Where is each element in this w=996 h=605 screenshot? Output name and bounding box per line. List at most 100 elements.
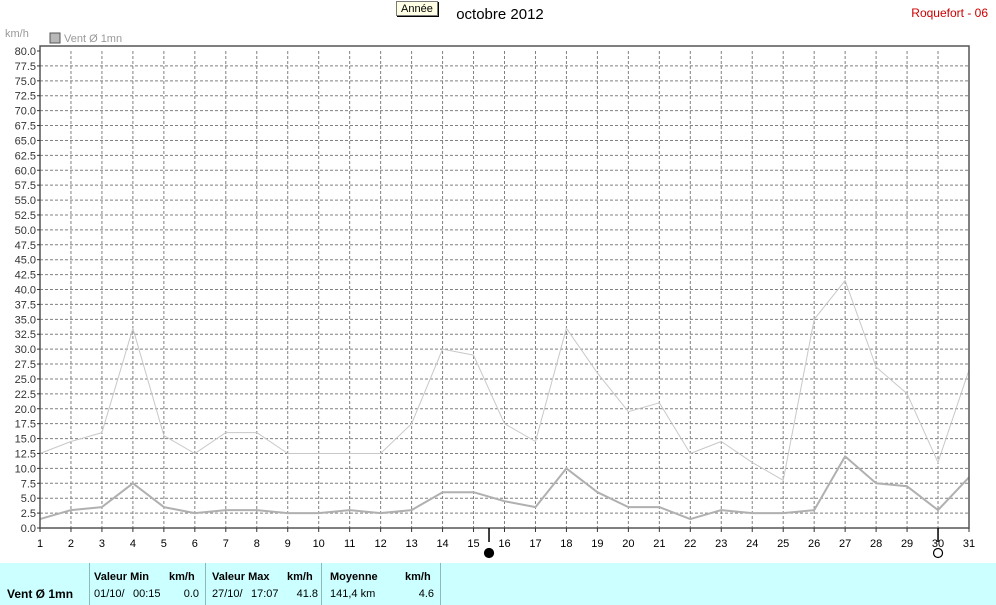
legend-swatch	[49, 32, 61, 44]
y-tick-label: 67.5	[15, 121, 36, 133]
y-tick-label: 75.0	[15, 76, 36, 88]
x-tick-label: 5	[161, 538, 167, 550]
y-axis-label: km/h	[5, 28, 29, 40]
moon-markers	[483, 528, 944, 559]
y-tick-label: 40.0	[15, 285, 36, 297]
x-tick-label: 12	[375, 538, 387, 550]
y-tick-label: 17.5	[15, 419, 36, 431]
x-tick-label: 15	[467, 538, 479, 550]
y-tick-label: 2.5	[21, 508, 36, 520]
x-tick-label: 28	[870, 538, 882, 550]
x-tick-label: 25	[777, 538, 789, 550]
y-tick-label: 12.5	[15, 448, 36, 460]
y-tick-label: 10.0	[15, 463, 36, 475]
x-tick-label: 4	[130, 538, 136, 550]
min-time: 00:15	[133, 588, 161, 600]
x-tick-label: 6	[192, 538, 198, 550]
y-tick-label: 70.0	[15, 106, 36, 118]
y-tick-label: 57.5	[15, 180, 36, 192]
y-tick-label: 5.0	[21, 493, 36, 505]
series-group	[39, 280, 970, 521]
x-tick-label: 13	[405, 538, 417, 550]
summary-max-cell: Valeur Max km/h 27/10/ 17:07 41.8	[206, 563, 322, 605]
y-tick-label: 15.0	[15, 434, 36, 446]
grid	[40, 51, 969, 528]
y-tick-label: 7.5	[21, 478, 36, 490]
x-tick-label: 26	[808, 538, 820, 550]
y-tick-label: 65.0	[15, 135, 36, 147]
x-tick-label: 3	[99, 538, 105, 550]
max-date: 27/10/	[212, 588, 243, 600]
summary-name: Vent Ø 1mn	[7, 587, 74, 601]
y-axis-ticks: 0.0 2.5 5.0 7.5 10.0 12.5 15.0 17.5 20.0 22.5 25.0…	[15, 46, 40, 535]
x-tick-label: 14	[436, 538, 448, 550]
station-name: Roquefort - 06	[911, 6, 988, 20]
legend-label: Vent Ø 1mn	[64, 33, 122, 45]
y-tick-label: 27.5	[15, 359, 36, 371]
x-tick-label: 2	[68, 538, 74, 550]
series-line-1	[39, 280, 970, 481]
summary-panel: Vent Ø 1mn Valeur Min km/h 01/10/ 00:15 …	[0, 563, 996, 605]
x-tick-label: 24	[746, 538, 758, 550]
x-tick-label: 30	[932, 538, 944, 550]
x-tick-label: 8	[254, 538, 260, 550]
y-tick-label: 42.5	[15, 270, 36, 282]
x-tick-label: 27	[839, 538, 851, 550]
y-tick-label: 35.0	[15, 314, 36, 326]
summary-min-cell: Valeur Min km/h 01/10/ 00:15 0.0	[90, 563, 206, 605]
x-tick-label: 18	[560, 538, 572, 550]
max-unit: km/h	[287, 571, 313, 583]
new-moon-icon	[483, 547, 495, 559]
legend: Vent Ø 1mn	[49, 32, 122, 45]
y-tick-label: 20.0	[15, 404, 36, 416]
x-tick-label: 23	[715, 538, 727, 550]
y-tick-label: 47.5	[15, 240, 36, 252]
y-tick-label: 80.0	[15, 46, 36, 58]
summary-name-cell: Vent Ø 1mn	[0, 563, 90, 605]
y-tick-label: 0.0	[21, 523, 36, 535]
max-value: 41.8	[296, 588, 318, 600]
x-tick-label: 16	[498, 538, 510, 550]
wind-chart: 0.0 2.5 5.0 7.5 10.0 12.5 15.0 17.5 20.0 22.5 25.0…	[5, 28, 975, 559]
y-tick-label: 22.5	[15, 389, 36, 401]
y-tick-label: 37.5	[15, 299, 36, 311]
x-tick-label: 10	[313, 538, 325, 550]
mean-label: Moyenne	[330, 571, 378, 583]
x-tick-label: 29	[901, 538, 913, 550]
y-tick-label: 52.5	[15, 210, 36, 222]
y-tick-label: 55.0	[15, 195, 36, 207]
min-unit: km/h	[169, 571, 195, 583]
x-axis-ticks: 1 2 3 4 5 6 7 8 9 10 11 12 13 14 15 16 17 18 19 20 21 22 23 24 2…	[37, 528, 975, 550]
x-tick-label: 17	[529, 538, 541, 550]
x-tick-label: 7	[223, 538, 229, 550]
max-time: 17:07	[251, 588, 279, 600]
max-label: Valeur Max	[212, 571, 270, 583]
y-tick-label: 25.0	[15, 374, 36, 386]
series-line-2	[39, 455, 970, 521]
y-tick-label: 72.5	[15, 91, 36, 103]
mean-distance: 141,4 km	[330, 588, 376, 600]
x-tick-label: 21	[653, 538, 665, 550]
full-moon-icon	[932, 547, 944, 559]
x-tick-label: 1	[37, 538, 43, 550]
y-tick-label: 60.0	[15, 165, 36, 177]
y-tick-label: 45.0	[15, 255, 36, 267]
min-value: 0.0	[183, 588, 199, 600]
y-tick-label: 30.0	[15, 344, 36, 356]
x-tick-label: 19	[591, 538, 603, 550]
x-tick-label: 31	[963, 538, 975, 550]
y-tick-label: 32.5	[15, 329, 36, 341]
min-date: 01/10/	[94, 588, 125, 600]
x-tick-label: 22	[684, 538, 696, 550]
y-tick-label: 77.5	[15, 61, 36, 73]
y-tick-label: 50.0	[15, 225, 36, 237]
mean-unit: km/h	[405, 571, 431, 583]
x-tick-label: 20	[622, 538, 634, 550]
mean-value: 4.6	[418, 588, 434, 600]
chart-title: octobre 2012	[456, 6, 544, 23]
min-label: Valeur Min	[94, 571, 150, 583]
x-tick-label: 9	[285, 538, 291, 550]
year-button[interactable]: Année	[396, 1, 438, 16]
x-tick-label: 11	[344, 538, 355, 550]
summary-mean-cell: Moyenne km/h 141,4 km 4.6	[322, 563, 441, 605]
